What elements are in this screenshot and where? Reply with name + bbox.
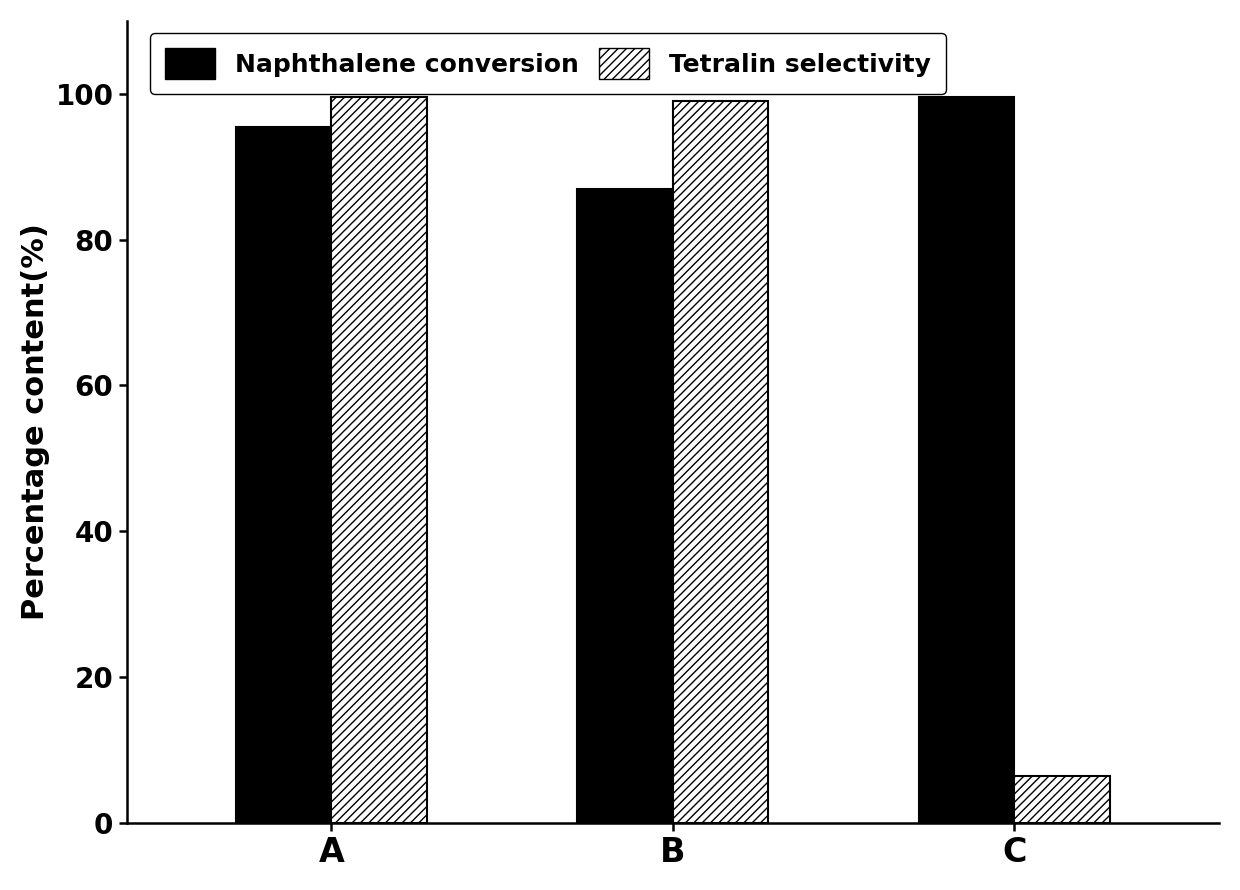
Legend: Naphthalene conversion, Tetralin selectivity: Naphthalene conversion, Tetralin selecti… <box>150 33 946 93</box>
Bar <box>919 97 1014 823</box>
Bar <box>236 126 331 823</box>
Y-axis label: Percentage content(%): Percentage content(%) <box>21 223 50 620</box>
Bar <box>1014 775 1110 823</box>
Bar <box>331 97 427 823</box>
Bar <box>578 189 673 823</box>
Bar <box>673 101 769 823</box>
